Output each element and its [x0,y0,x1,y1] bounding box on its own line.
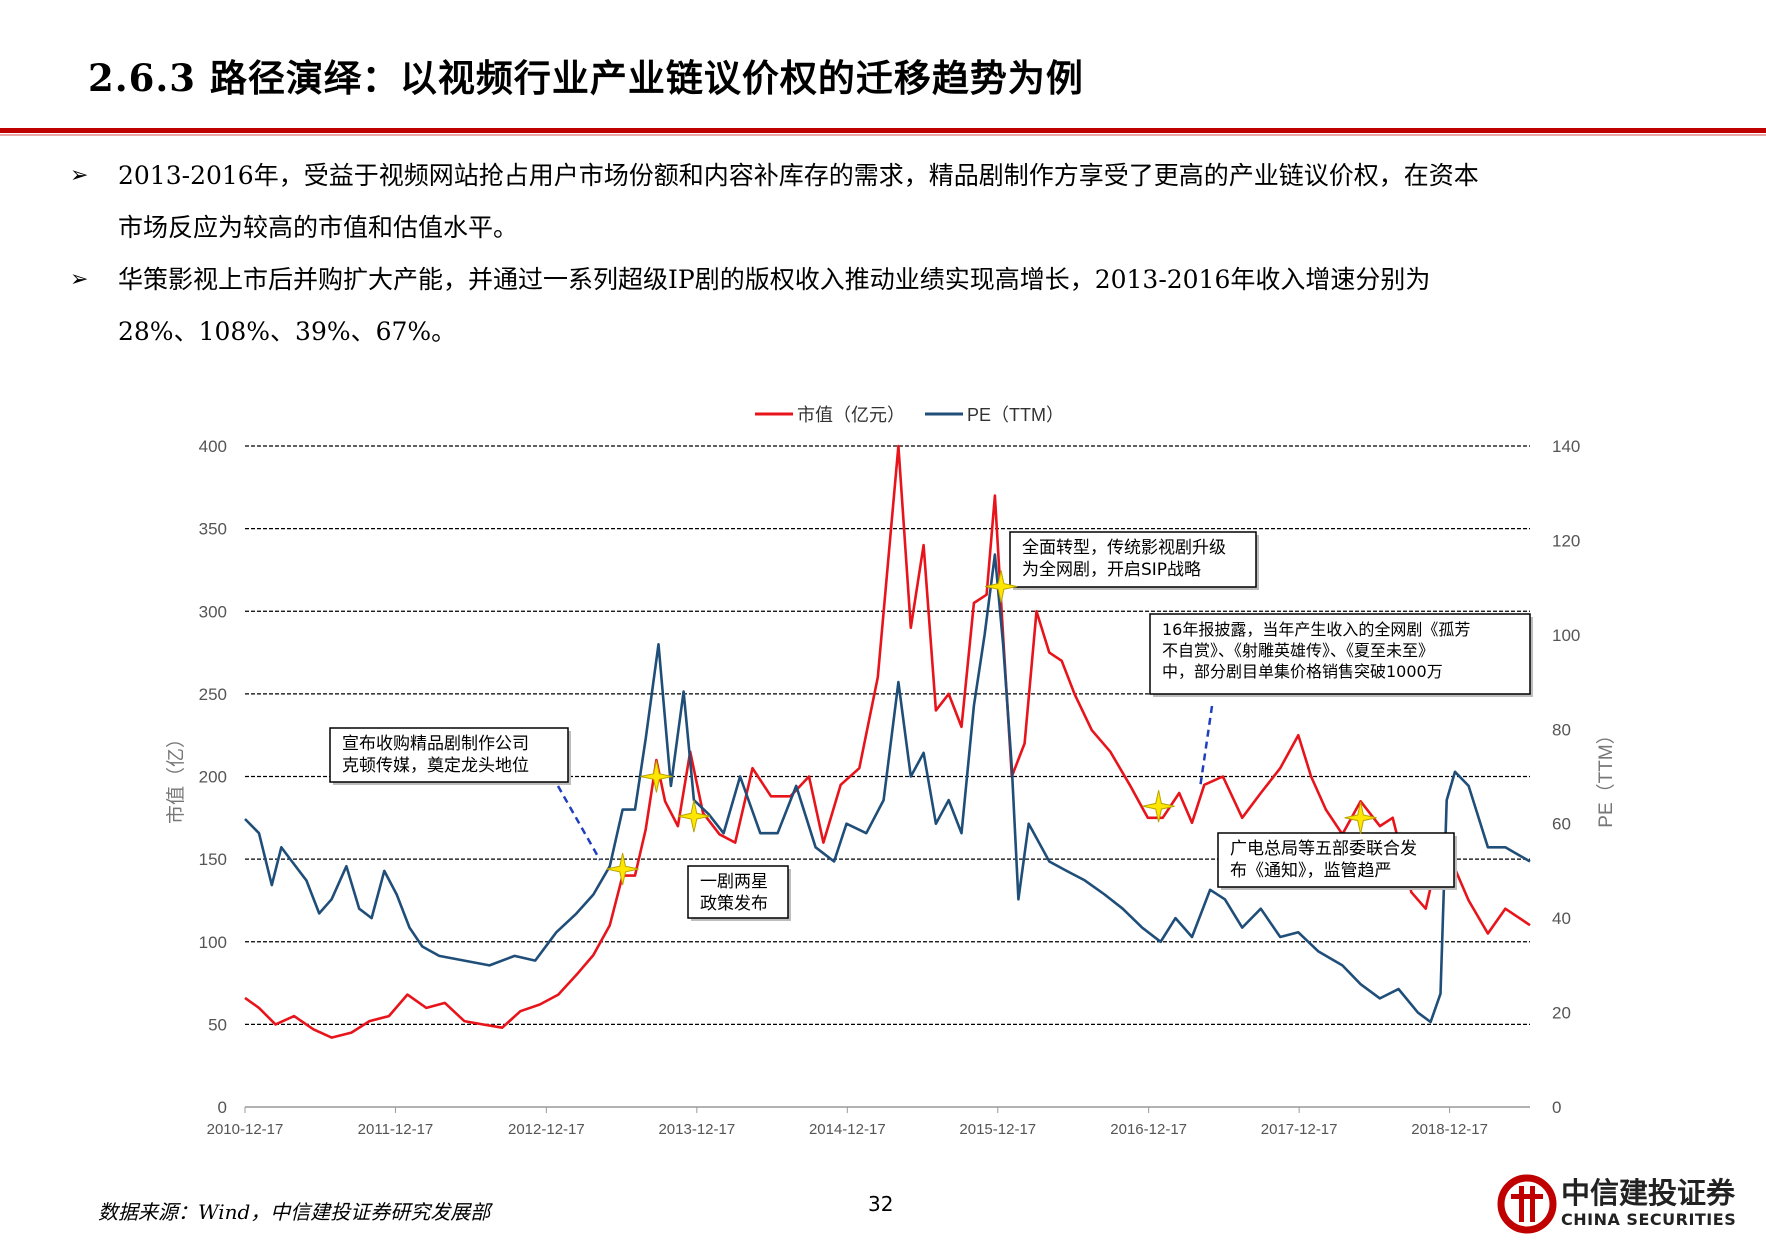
annotation-text: 为全网剧，开启SIP战略 [1022,560,1201,580]
y2-tick-label: 60 [1552,815,1571,834]
y2-tick-label: 80 [1552,720,1571,739]
arrow-bullet-icon: ➢ [70,163,89,188]
citic-logo-icon [1497,1174,1557,1234]
annotation-text: 中，部分剧目单集价格销售突破1000万 [1162,662,1443,681]
x-tick-label: 2017-12-17 [1261,1121,1338,1138]
event-star-marker [640,760,673,793]
x-tick-label: 2015-12-17 [959,1121,1036,1138]
market-cap-pe-chart: 0 50 100 150 200 250 300 350 400 0 20 40 60 80 100 120 1… [165,405,1617,1138]
logo-en-text: CHINA SECURITIES [1561,1210,1737,1229]
legend-label-2: PE（TTM） [967,405,1064,425]
event-star-marker [606,852,639,886]
y-tick-label: 400 [199,437,227,456]
x-tick-label: 2012-12-17 [508,1121,585,1138]
x-tick-label: 2013-12-17 [658,1121,735,1138]
y2-tick-label: 140 [1552,437,1580,456]
y2-tick-label: 120 [1552,531,1580,550]
bullet-2-line-2: 28%、108%、39%、67%。 [118,317,457,346]
logo-cn-text: 中信建投证券 [1561,1176,1736,1210]
arrow-bullet-icon: ➢ [70,267,89,292]
title-rule [0,128,1766,133]
y-tick-label: 250 [199,685,227,704]
y-tick-label: 150 [199,850,227,869]
y-tick-label: 0 [218,1098,227,1117]
x-tick-label: 2011-12-17 [358,1121,434,1138]
bullet-2: ➢ 华策影视上市后并购扩大产能，并通过一系列超级IP剧的版权收入推动业绩实现高增… [70,254,1710,358]
event-star-marker [1344,801,1377,834]
y-tick-label: 300 [199,602,227,621]
bullet-2-line-1: 华策影视上市后并购扩大产能，并通过一系列超级IP剧的版权收入推动业绩实现高增长，… [118,265,1431,294]
annotation-box [1149,613,1531,695]
x-tick-label: 2014-12-17 [809,1121,886,1138]
page-number: 32 [868,1192,894,1216]
annotation-text: 全面转型，传统影视剧升级 [1022,538,1226,558]
annotation-text: 不自赏》、《射雕英雄传》、《夏至未至》 [1162,641,1434,660]
y-axis-title: 市值（亿） [165,729,187,824]
y2-axis-title: PE（TTM） [1595,725,1617,827]
y2-tick-label: 40 [1552,909,1571,928]
series-line-1 [244,444,1531,1039]
bullet-1-line-2: 市场反应为较高的市值和估值水平。 [118,213,519,242]
annotation-box [329,727,569,783]
event-star-marker [677,800,711,833]
annotation-pointer [1198,705,1214,789]
y-tick-label: 100 [199,933,227,952]
legend-label-1: 市值（亿元） [797,405,905,425]
y-tick-label: 50 [208,1015,227,1034]
annotation-text: 政策发布 [700,894,768,914]
title-rule-shadow [0,134,1766,136]
annotation-text: 一剧两星 [700,872,768,892]
annotation-text: 宣布收购精品剧制作公司 [342,734,529,754]
y-tick-label: 200 [199,768,227,787]
annotation-pointer [556,785,602,861]
y2-tick-label: 0 [1552,1098,1561,1117]
bullet-1: ➢ 2013-2016年，受益于视频网站抢占用户市场份额和内容补库存的需求，精品… [70,150,1710,254]
annotation-text: 16年报披露，当年产生收入的全网剧《孤芳 [1162,620,1470,639]
x-tick-label: 2016-12-17 [1110,1121,1187,1138]
bullet-1-line-1: 2013-2016年，受益于视频网站抢占用户市场份额和内容补库存的需求，精品剧制… [118,161,1479,190]
data-source: 数据来源：Wind，中信建投证券研究发展部 [98,1200,491,1224]
company-logo: 中信建投证券 CHINA SECURITIES [1497,1170,1755,1240]
x-tick-label: 2010-12-17 [207,1121,284,1138]
event-star-marker [984,570,1018,603]
page-title: 2.6.3 路径演绎：以视频行业产业链议价权的迁移趋势为例 [88,56,1084,100]
y-tick-label: 350 [199,520,227,539]
x-tick-label: 2018-12-17 [1411,1121,1488,1138]
event-star-marker [1142,790,1175,823]
y2-tick-label: 20 [1552,1004,1571,1023]
annotation-text: 布《通知》，监管趋严 [1230,861,1392,881]
annotation-text: 克顿传媒，奠定龙头地位 [342,756,529,776]
annotation-box [1009,531,1257,588]
y2-tick-label: 100 [1552,626,1580,645]
series-line-2 [244,553,1531,1024]
annotation-box [1217,832,1455,888]
annotation-text: 广电总局等五部委联合发 [1230,839,1417,859]
annotation-box [687,865,789,919]
